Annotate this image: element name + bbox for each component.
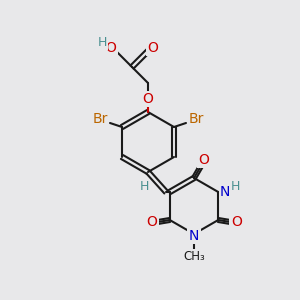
Text: O: O xyxy=(146,215,157,229)
Text: H: H xyxy=(97,35,107,49)
Text: N: N xyxy=(220,185,230,199)
Text: H: H xyxy=(139,181,149,194)
Text: O: O xyxy=(231,215,242,229)
Text: Br: Br xyxy=(188,112,204,126)
Text: O: O xyxy=(148,41,158,55)
Text: Br: Br xyxy=(92,112,108,126)
Text: O: O xyxy=(106,41,116,55)
Text: O: O xyxy=(199,153,209,167)
Text: N: N xyxy=(189,229,199,243)
Text: O: O xyxy=(142,92,153,106)
Text: CH₃: CH₃ xyxy=(183,250,205,263)
Text: H: H xyxy=(231,179,240,193)
